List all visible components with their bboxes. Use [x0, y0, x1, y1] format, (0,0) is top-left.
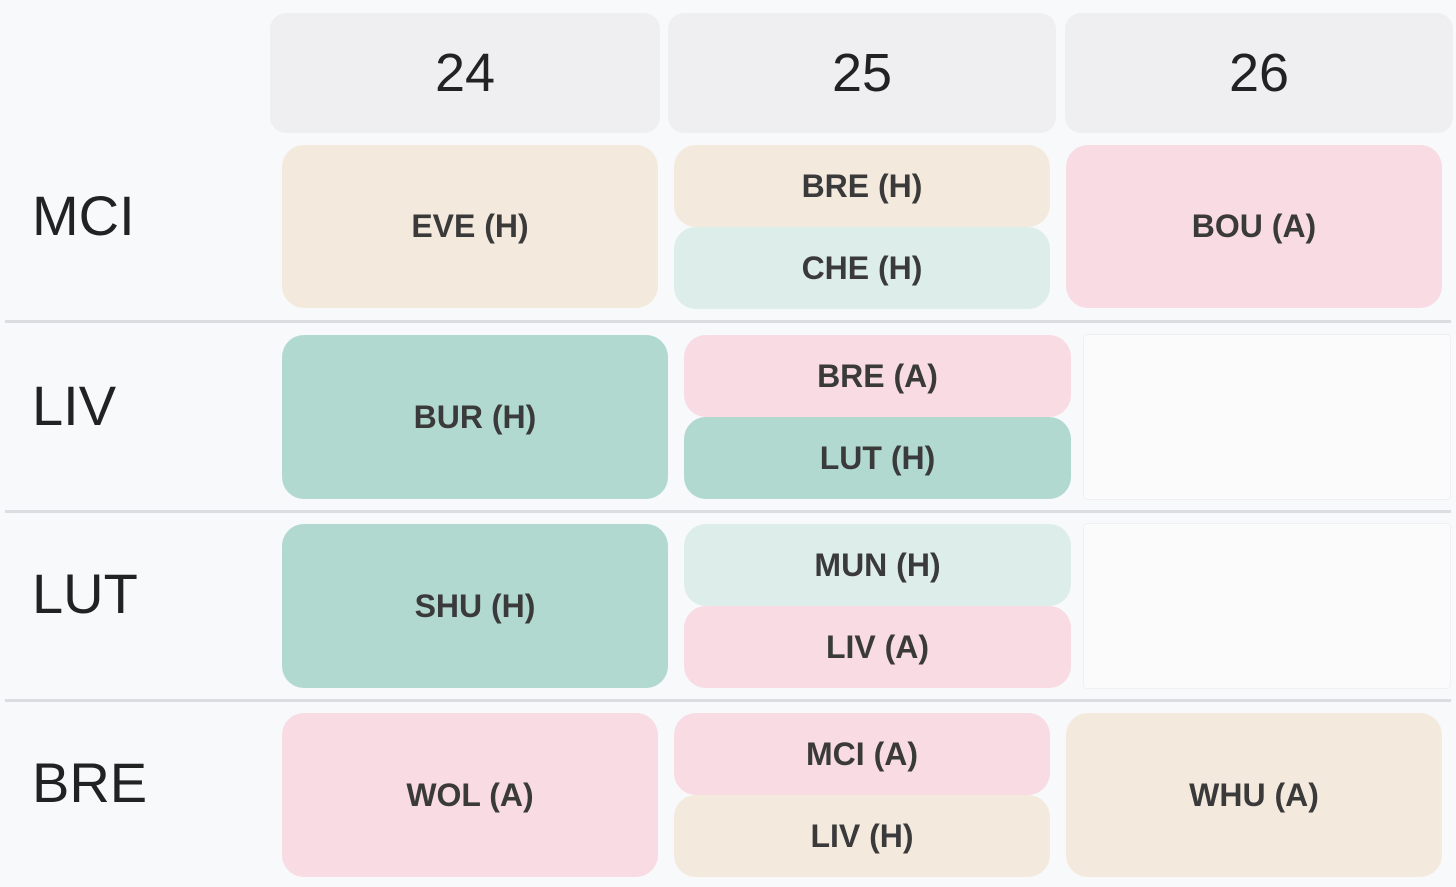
fixture-cell[interactable]: BRE (H) [674, 145, 1050, 227]
fixture-cell[interactable]: EVE (H) [282, 145, 658, 308]
fixture-cell[interactable]: MUN (H) [684, 524, 1071, 606]
empty-cell [1083, 334, 1451, 500]
fixture-cell[interactable]: WOL (A) [282, 713, 658, 877]
fixture-cell[interactable]: BRE (A) [684, 335, 1071, 417]
fixture-cell[interactable]: CHE (H) [674, 227, 1050, 309]
fixture-cell[interactable]: WHU (A) [1066, 713, 1442, 877]
team-label-bre: BRE [32, 750, 148, 814]
fixture-cell[interactable]: SHU (H) [282, 524, 668, 688]
fixture-cell[interactable]: LUT (H) [684, 417, 1071, 499]
empty-cell [1083, 523, 1451, 689]
gameweek-header-24: 24 [270, 13, 660, 133]
fixture-cell[interactable]: BUR (H) [282, 335, 668, 499]
gameweek-header-25: 25 [668, 13, 1056, 133]
row-divider [5, 510, 1451, 513]
row-divider [5, 699, 1451, 702]
fixture-cell[interactable]: MCI (A) [674, 713, 1050, 795]
team-label-mci: MCI [32, 183, 135, 247]
row-divider [5, 320, 1451, 323]
fixture-cell[interactable]: LIV (H) [674, 795, 1050, 877]
gameweek-header-26: 26 [1065, 13, 1453, 133]
team-label-lut: LUT [32, 561, 138, 625]
fixture-cell[interactable]: BOU (A) [1066, 145, 1442, 308]
fixture-cell[interactable]: LIV (A) [684, 606, 1071, 688]
team-label-liv: LIV [32, 373, 117, 437]
